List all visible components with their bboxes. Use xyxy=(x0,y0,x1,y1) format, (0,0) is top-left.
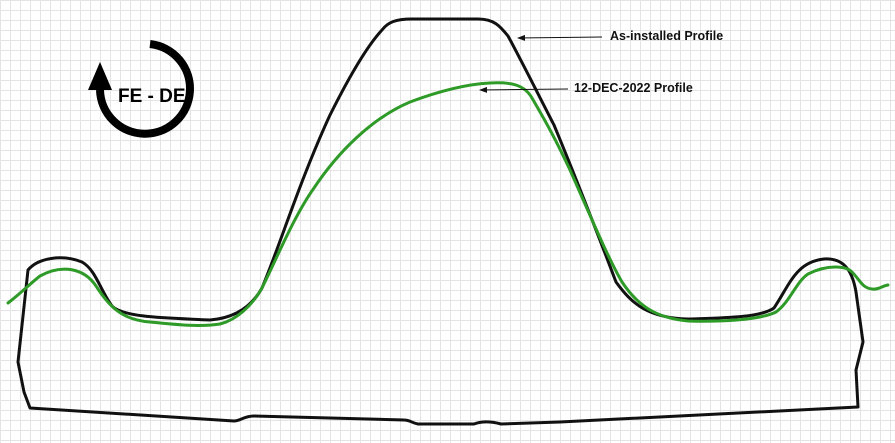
measured-profile-line xyxy=(6,81,890,327)
measured-callout-arrow xyxy=(479,86,569,93)
as-installed-callout-label: As-installed Profile xyxy=(610,29,724,43)
as-installed-callout-arrow xyxy=(517,34,603,41)
measured-callout-label: 12-DEC-2022 Profile xyxy=(574,81,693,95)
rotation-direction-label: FE - DE xyxy=(118,86,186,107)
as-installed-profile-line xyxy=(16,17,865,426)
counterclockwise-arrow-icon xyxy=(88,40,194,138)
